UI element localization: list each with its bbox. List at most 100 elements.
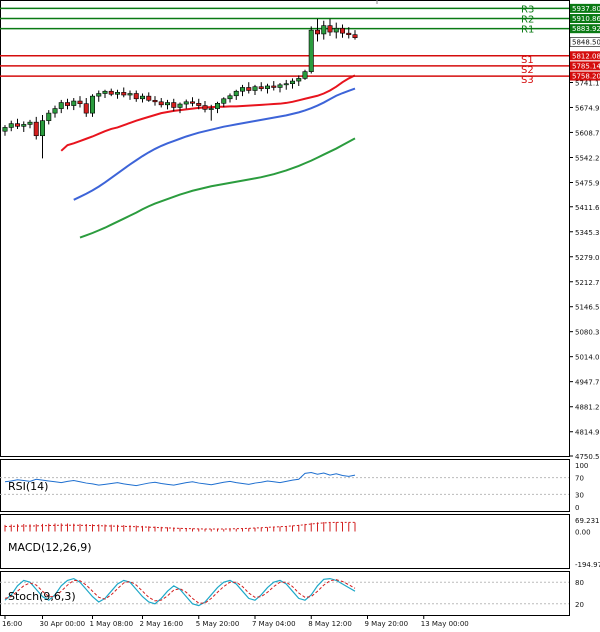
time-tick-label: 30 Apr 00:00 [40, 620, 86, 628]
level-badge-s1 [570, 51, 600, 61]
candle-body [333, 27, 339, 33]
price-tick-label: 5741.15 [575, 80, 600, 88]
candle-body [133, 93, 139, 100]
candle-body [327, 25, 333, 33]
macd-title: MACD(12,26,9) [8, 541, 92, 554]
candle-body [127, 93, 133, 96]
candle-body [46, 112, 52, 121]
candle-body [140, 95, 146, 100]
candle-body [165, 102, 171, 106]
price-tick-label: 4881.20 [575, 404, 600, 412]
price-tick-label: 5475.95 [575, 180, 600, 188]
candle-body [264, 85, 270, 89]
time-tick-label: 13 May 00:00 [421, 620, 469, 628]
level-badge-text-r3: 5937.80 [572, 5, 600, 13]
candle-body [146, 95, 152, 101]
price-tick-label: 4750.55 [575, 453, 600, 461]
level-badge-text-s3: 5758.20 [572, 73, 600, 81]
level-badge-text-r2: 5910.86 [572, 15, 600, 23]
candle-body [277, 84, 283, 88]
candle-body [240, 87, 246, 92]
price-tick-label: 5345.30 [575, 229, 600, 237]
time-tick-label: 7 May 04:00 [252, 620, 296, 628]
level-badge-text-r1: 5883.92 [572, 25, 600, 33]
level-badge-text-s1: 5812.08 [572, 52, 600, 60]
candle-body [233, 90, 239, 97]
candle-body [33, 121, 39, 137]
macd-pane [0, 514, 570, 569]
price-tick-label: 5279.00 [575, 254, 600, 262]
candle-body [190, 101, 196, 104]
ma-line-ma-medium [73, 87, 356, 201]
level-badge-text-s2: 5785.14 [572, 62, 600, 70]
level-badge-s2 [570, 61, 600, 71]
level-name-s1: S1 [521, 55, 534, 66]
ma-line-ma-fast [60, 74, 356, 152]
rsi-tick-label: 70 [575, 475, 584, 483]
candle-body [258, 86, 264, 89]
macd-tick-label: -194.977 [575, 561, 600, 569]
candle-body [90, 95, 96, 114]
time-tick-label: 1 May 08:00 [90, 620, 134, 628]
candle-body [8, 123, 14, 128]
candle-body [115, 92, 121, 95]
candle-body [121, 92, 127, 96]
price-tick-label: 5146.50 [575, 304, 600, 312]
candle-body [15, 123, 21, 127]
stoch-tick-label: 80 [575, 579, 584, 587]
rsi-tick-label: 0 [575, 504, 579, 512]
candle-body [77, 100, 83, 104]
candle-body [96, 93, 102, 97]
macd-tick-label: 69.231 [575, 517, 600, 525]
candle-body [52, 108, 58, 114]
candle-body [321, 25, 327, 35]
candle-body [252, 86, 258, 91]
level-name-r1: R1 [521, 25, 534, 36]
time-tick-label: 9 May 20:00 [365, 620, 409, 628]
candle-body [71, 100, 77, 106]
candle-body [246, 87, 252, 91]
candle-body [58, 102, 64, 109]
candle-body [196, 103, 202, 106]
candle-body [177, 103, 183, 108]
rsi-title: RSI(14) [8, 480, 48, 493]
price-tick-label: 5014.00 [575, 354, 600, 362]
candle-body [346, 32, 352, 35]
price-tick-label: 5608.75 [575, 129, 600, 137]
price-tick-label: 4947.75 [575, 379, 600, 387]
stoch-title: Stoch(9,6,3) [8, 590, 76, 603]
candle-body [221, 98, 227, 104]
candle-body [2, 127, 8, 132]
candle-body [39, 120, 45, 137]
candle-body [171, 102, 177, 108]
level-badge-s3 [570, 71, 600, 81]
stoch-pane [0, 571, 570, 616]
level-name-s2: S2 [521, 65, 534, 76]
level-badge-r3 [570, 3, 600, 13]
main-pane [0, 0, 570, 457]
candle-body [308, 29, 314, 72]
time-tick-label: 5 May 20:00 [196, 620, 240, 628]
stoch-main-line [4, 577, 356, 607]
candle-body [152, 99, 158, 103]
candle-body [65, 102, 71, 106]
level-badge-r2 [570, 14, 600, 24]
candle-body [102, 90, 108, 94]
macd-tick-label: 0.00 [575, 529, 591, 537]
last-price-badge [569, 37, 600, 47]
price-tick-label: 5080.30 [575, 329, 600, 337]
price-tick-label: 4814.90 [575, 429, 600, 437]
candle-body [202, 105, 208, 110]
candle-body [27, 121, 33, 125]
candle-body [271, 85, 277, 88]
candle-body [83, 103, 89, 114]
level-name-r3: R3 [521, 4, 534, 15]
rsi-tick-label: 30 [575, 491, 584, 499]
candle-body [339, 27, 345, 34]
candle-body [208, 108, 214, 110]
candle-body [289, 80, 295, 85]
price-tick-label: 5411.60 [575, 204, 600, 212]
time-tick-label: 16:00 [2, 620, 22, 628]
candle-body [227, 95, 233, 100]
candle-body [158, 101, 164, 106]
